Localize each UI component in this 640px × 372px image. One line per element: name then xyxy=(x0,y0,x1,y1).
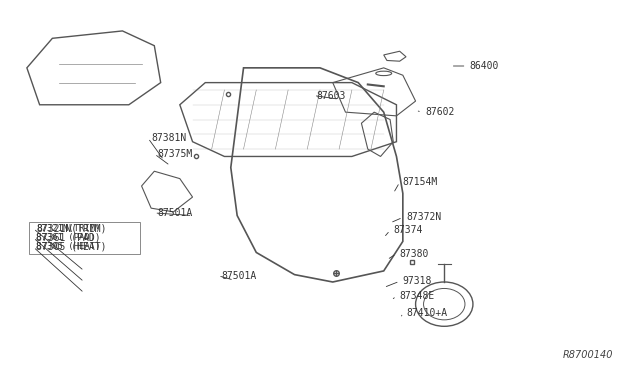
Text: 87501A: 87501A xyxy=(157,208,193,218)
Text: 87305 (HEAT): 87305 (HEAT) xyxy=(36,243,101,251)
Text: 87602: 87602 xyxy=(425,107,454,117)
Text: 87372N: 87372N xyxy=(406,212,441,222)
Text: 87321N(TRIM): 87321N(TRIM) xyxy=(36,224,101,233)
Text: 87154M: 87154M xyxy=(403,177,438,187)
Text: 87305 (HEAT): 87305 (HEAT) xyxy=(36,242,107,252)
Text: 87361 (PAD): 87361 (PAD) xyxy=(36,233,95,242)
Text: R8700140: R8700140 xyxy=(563,350,613,359)
Text: 87361 (PAD): 87361 (PAD) xyxy=(36,233,101,243)
Text: 87410+A: 87410+A xyxy=(406,308,447,318)
Text: 97318: 97318 xyxy=(403,276,432,286)
Text: 87348E: 87348E xyxy=(399,291,435,301)
Text: 87501A: 87501A xyxy=(221,271,257,281)
Text: 87321N(TRIM): 87321N(TRIM) xyxy=(36,224,107,234)
Text: 87374: 87374 xyxy=(394,225,422,235)
Text: 87603: 87603 xyxy=(317,90,346,100)
Text: 87381N: 87381N xyxy=(151,133,186,143)
Text: 87380: 87380 xyxy=(399,248,429,259)
Text: 86400: 86400 xyxy=(470,61,499,71)
Text: 87375M: 87375M xyxy=(157,149,193,159)
